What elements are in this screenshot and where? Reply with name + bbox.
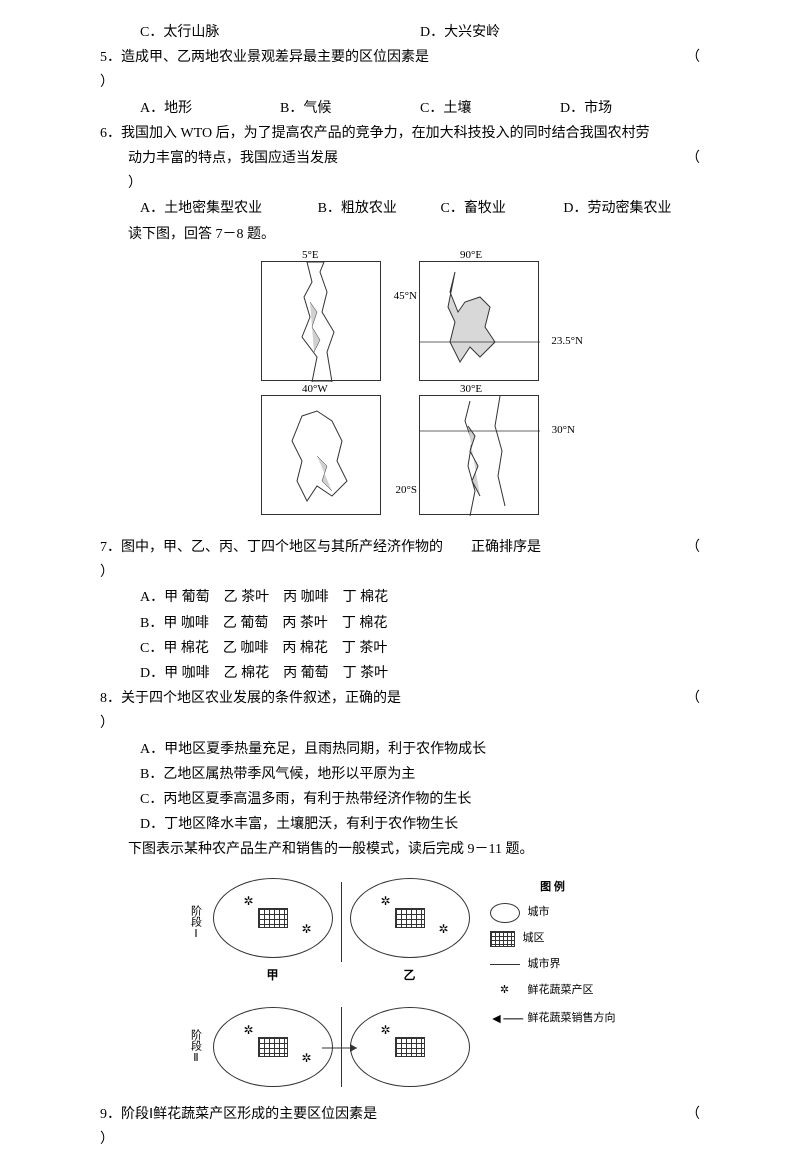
m3-top: 40°W	[302, 380, 328, 400]
q7-paren-close: ）	[100, 560, 700, 585]
opt-a: A．土地密集型农业	[140, 196, 318, 221]
opt-d: D．市场	[560, 96, 700, 121]
q4-options-continued: C．太行山脉 D．大兴安岭	[100, 20, 700, 45]
legend-boundary: 城市界	[528, 955, 561, 975]
q6-paren-close: ）	[100, 171, 700, 196]
q7-opt-c: C．甲 棉花 乙 咖啡 丙 棉花 丁 茶叶	[100, 636, 700, 661]
stage1-label: 阶段Ⅰ	[185, 905, 205, 940]
q6-num: 6．	[100, 126, 121, 141]
q5-text: 造成甲、乙两地农业景观差异最主要的区位因素是	[121, 50, 429, 65]
q9-text: 阶段Ⅰ鲜花蔬菜产区形成的主要区位因素是	[121, 1107, 377, 1122]
q6-text1: 我国加入 WTO 后，为了提高农产品的竞争力，在加大科技投入的同时结合我国农村劳	[121, 126, 650, 141]
legend-oval-icon	[490, 903, 520, 923]
q8-opt-b: B．乙地区属热带季风气候，地形以平原为主	[100, 762, 700, 787]
m1-top: 5°E	[302, 246, 319, 266]
paren-open: （	[686, 686, 700, 711]
opt-d: D．劳动密集农业	[563, 196, 700, 221]
map-figure: 5°E 45°N 90°E 23.5°N 40°W	[100, 257, 700, 525]
legend-grid-icon	[490, 931, 515, 947]
q6-block: 6．我国加入 WTO 后，为了提高农产品的竞争力，在加大科技投入的同时结合我国农…	[100, 121, 700, 197]
flower-diagram: 阶段Ⅰ ✲ ✲ 甲 ✲ ✲ 乙 阶段Ⅱ	[100, 878, 700, 1087]
opt-c: C．土壤	[420, 96, 560, 121]
q7-line: 7．图中，甲、乙、丙、丁四个地区与其所产经济作物的 正确排序是 （	[100, 535, 700, 560]
m1-right: 45°N	[394, 287, 417, 307]
q8-num: 8．	[100, 691, 121, 706]
q5-line: 5．造成甲、乙两地农业景观差异最主要的区位因素是 （	[100, 45, 700, 70]
opt-b: B．气候	[280, 96, 420, 121]
stage2-label: 阶段Ⅱ	[185, 1029, 205, 1064]
q9-paren-close: ）	[100, 1127, 700, 1152]
legend-title: 图 例	[490, 878, 616, 898]
q8-paren-close: ）	[100, 711, 700, 736]
q8-opt-d: D．丁地区降水丰富，土壤肥沃，有利于农作物生长	[100, 812, 700, 837]
paren-open: （	[686, 146, 700, 171]
opt-a: A．地形	[140, 96, 280, 121]
m4-top: 30°E	[460, 380, 482, 400]
instruction-911: 下图表示某种农产品生产和销售的一般模式，读后完成 9－11 题。	[100, 837, 700, 862]
opt-b: B．粗放农业	[318, 196, 441, 221]
m4-right: 30°N	[552, 421, 575, 441]
q7-text: 图中，甲、乙、丙、丁四个地区与其所产经济作物的 正确排序是	[121, 540, 541, 555]
opt-d: D．大兴安岭	[420, 20, 700, 45]
q6-text2: 动力丰富的特点，我国应适当发展	[128, 146, 338, 171]
opt-c: C．太行山脉	[140, 20, 420, 45]
city-jia: 甲	[266, 965, 278, 987]
paren-open: （	[686, 535, 700, 560]
m2-top: 90°E	[460, 246, 482, 266]
m2-right: 23.5°N	[551, 332, 583, 352]
paren-open: （	[686, 45, 700, 70]
m3-right: 20°S	[395, 481, 417, 501]
legend-line-icon	[490, 964, 520, 965]
q6-options: A．土地密集型农业 B．粗放农业 C．畜牧业 D．劳动密集农业	[100, 196, 700, 221]
map-panel-3	[262, 396, 382, 516]
legend-urban: 城区	[523, 929, 545, 949]
legend-arrow-icon: ◄──	[490, 1007, 520, 1032]
q5-options: A．地形 B．气候 C．土壤 D．市场	[100, 96, 700, 121]
map-panel-4	[420, 396, 540, 516]
q8-opt-c: C．丙地区夏季高温多雨，有利于热带经济作物的生长	[100, 787, 700, 812]
map-panel-2	[420, 262, 540, 382]
q8-line: 8．关于四个地区农业发展的条件叙述，正确的是 （	[100, 686, 700, 711]
instruction-78: 读下图，回答 7－8 题。	[100, 222, 700, 247]
q5-num: 5．	[100, 50, 121, 65]
legend-city: 城市	[528, 903, 550, 923]
q9-num: 9．	[100, 1107, 121, 1122]
q8-opt-a: A．甲地区夏季热量充足，且雨热同期，利于农作物成长	[100, 737, 700, 762]
q5-paren-close: ）	[100, 70, 700, 95]
q9-line: 9．阶段Ⅰ鲜花蔬菜产区形成的主要区位因素是 （	[100, 1102, 700, 1127]
legend: 图 例 城市 城区 城市界 ✲ 鲜花蔬菜产区 ◄── 鲜花蔬菜销售方向	[490, 878, 616, 1087]
paren-open: （	[686, 1102, 700, 1127]
map-panel-1	[262, 262, 382, 382]
legend-flower-icon: ✲	[490, 981, 520, 1001]
q7-opt-d: D．甲 咖啡 乙 棉花 丙 葡萄 丁 茶叶	[100, 661, 700, 686]
legend-flowersale: 鲜花蔬菜销售方向	[528, 1009, 616, 1029]
q7-opt-b: B．甲 咖啡 乙 葡萄 丙 茶叶 丁 棉花	[100, 611, 700, 636]
q7-num: 7．	[100, 540, 121, 555]
q7-opt-a: A．甲 葡萄 乙 茶叶 丙 咖啡 丁 棉花	[100, 585, 700, 610]
city-yi: 乙	[403, 965, 415, 987]
opt-c: C．畜牧业	[440, 196, 563, 221]
legend-flowerzone: 鲜花蔬菜产区	[528, 981, 594, 1001]
q8-text: 关于四个地区农业发展的条件叙述，正确的是	[121, 691, 401, 706]
